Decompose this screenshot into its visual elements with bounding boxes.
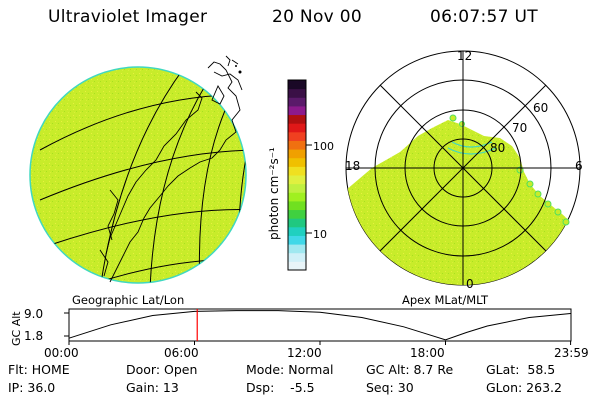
- polar-lat-80: 80: [490, 141, 505, 155]
- colorbar-band: [288, 97, 306, 107]
- altitude-xtick-0600: 06:00: [164, 346, 199, 360]
- colorbar-band: [288, 261, 306, 271]
- colorbar-band: [288, 88, 306, 98]
- status-glat: GLat: 58.5: [486, 362, 556, 377]
- header-time: 06:07:57 UT: [430, 7, 538, 27]
- colorbar-band: [288, 200, 306, 211]
- altitude-ytick-1: 1.8: [24, 329, 43, 343]
- right-panel-caption: Apex MLat/MLT: [402, 293, 489, 307]
- status-ip: IP: 36.0: [8, 380, 56, 395]
- status-glon: GLon: 263.2: [486, 380, 562, 395]
- geographic-image-panel: [29, 55, 247, 284]
- altitude-plot: [64, 308, 572, 345]
- colorbar-band: [288, 235, 306, 245]
- colorbar-band: [288, 252, 306, 262]
- colorbar-band: [288, 105, 306, 116]
- polar-image-panel: [345, 50, 581, 286]
- left-panel-caption: Geographic Lat/Lon: [72, 293, 184, 307]
- colorbar-band: [288, 131, 306, 141]
- colorbar-tick-100: 100: [313, 140, 334, 153]
- status-flt: Flt: HOME: [8, 362, 70, 377]
- colorbar-band: [288, 244, 306, 254]
- colorbar: [287, 79, 312, 271]
- status-gain: Gain: 13: [126, 380, 179, 395]
- status-gc-alt: GC Alt: 8.7 Re: [366, 362, 454, 377]
- app-title: Ultraviolet Imager: [48, 7, 208, 27]
- altitude-ylabel: GC Alt: [10, 311, 23, 346]
- colorbar-label: photon cm⁻²s⁻¹: [267, 147, 281, 240]
- status-door: Door: Open: [126, 362, 198, 377]
- colorbar-band: [288, 192, 306, 202]
- altitude-ytick-9: 9.0: [24, 307, 43, 321]
- colorbar-band: [288, 209, 306, 219]
- coastline: [99, 55, 243, 283]
- header-date: 20 Nov 00: [272, 7, 362, 27]
- colorbar-band: [288, 226, 306, 236]
- colorbar-band: [288, 166, 306, 176]
- colorbar-band: [288, 114, 306, 124]
- colorbar-band: [288, 218, 306, 228]
- status-mode: Mode: Normal: [246, 362, 334, 377]
- altitude-xtick-1800: 18:00: [410, 346, 445, 360]
- polar-lat-70: 70: [512, 121, 527, 135]
- colorbar-band: [288, 183, 306, 193]
- polar-mlt-18: 18: [345, 159, 360, 173]
- status-dsp: Dsp: -5.5: [246, 380, 315, 395]
- polar-mlt-12: 12: [457, 49, 472, 63]
- colorbar-band: [288, 140, 306, 150]
- altitude-xtick-1200: 12:00: [287, 346, 322, 360]
- colorbar-band: [288, 157, 306, 167]
- polar-mlt-6: 6: [575, 159, 583, 173]
- altitude-curve: [68, 310, 571, 341]
- colorbar-band: [288, 123, 306, 133]
- colorbar-band: [288, 149, 306, 159]
- polar-mlt-0: 0: [466, 277, 474, 291]
- polar-grid: [346, 51, 580, 285]
- altitude-xtick-0000: 00:00: [44, 346, 79, 360]
- status-seq: Seq: 30: [366, 380, 414, 395]
- polar-lat-60: 60: [533, 101, 548, 115]
- altitude-xtick-2359: 23:59: [554, 346, 589, 360]
- colorbar-band: [288, 175, 306, 185]
- colorbar-band: [288, 80, 306, 90]
- colorbar-tick-10: 10: [313, 228, 327, 241]
